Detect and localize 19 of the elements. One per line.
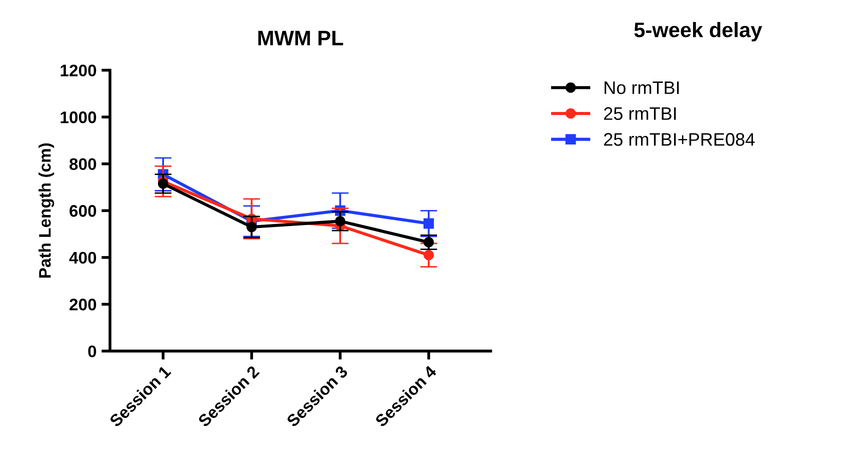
y-tick-label: 1200 [60, 64, 96, 76]
legend-label: 25 rmTBI [604, 107, 676, 120]
point [423, 250, 434, 260]
legend-label: No rmTBI [604, 82, 679, 94]
chart-title: MWM PL [258, 30, 344, 46]
legend-label: 25 rmTBI+PRE084 [604, 133, 755, 146]
point [158, 178, 168, 189]
y-tick-label: 1000 [60, 111, 96, 124]
point [334, 216, 346, 226]
y-tick-label: 600 [70, 205, 96, 217]
point [423, 237, 434, 248]
y-tick-label: 0 [88, 345, 96, 358]
y-tick-label: 400 [69, 252, 96, 264]
y-axis-title: Path Length (cm) [38, 143, 54, 278]
y-tick-label: 800 [70, 158, 96, 170]
y-tick-label: 200 [70, 298, 96, 310]
point [423, 218, 434, 229]
text: 5-week delay [634, 22, 762, 42]
point [246, 222, 257, 232]
